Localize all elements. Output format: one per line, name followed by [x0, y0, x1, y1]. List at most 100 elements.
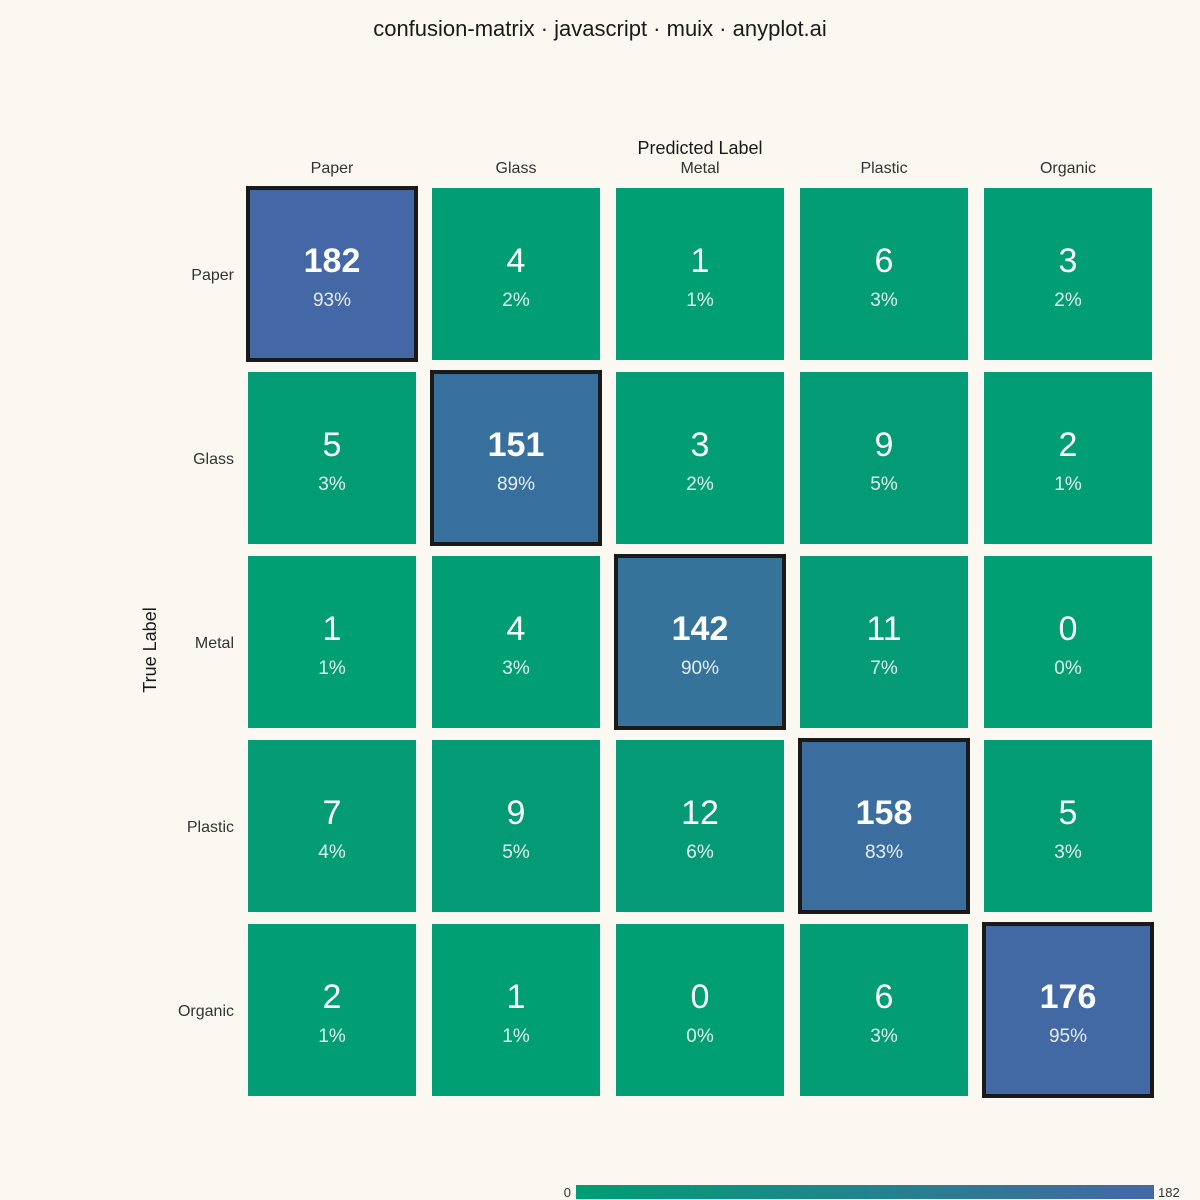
cell-percent-label: 3% [1054, 842, 1082, 863]
cell-count-label: 3 [1059, 242, 1078, 280]
cell-count-label: 158 [856, 794, 913, 832]
cell-rect [432, 740, 600, 912]
heatmap-cell: 126% [616, 740, 784, 912]
cell-count-label: 9 [507, 794, 526, 832]
cell-rect-diagonal [614, 554, 786, 730]
cell-percent-label: 3% [502, 658, 530, 679]
cell-percent-label: 0% [1054, 658, 1082, 679]
cell-percent-label: 3% [870, 290, 898, 311]
heatmap-cell: 63% [800, 924, 968, 1096]
cell-rect [432, 924, 600, 1096]
cell-rect [984, 740, 1152, 912]
heatmap-cell: 32% [616, 372, 784, 544]
cell-percent-label: 3% [318, 474, 346, 495]
cell-percent-label: 1% [686, 290, 714, 311]
cell-count-label: 6 [875, 978, 894, 1016]
cell-rect [248, 740, 416, 912]
heatmap-cells: 18293%42%11%63%32%53%15189%32%95%21%11%4… [246, 186, 1154, 1098]
cell-count-label: 2 [1059, 426, 1078, 464]
cell-rect-diagonal [798, 738, 970, 914]
cell-rect [432, 188, 600, 360]
cell-rect [616, 188, 784, 360]
heatmap-cell: 74% [248, 740, 416, 912]
cell-percent-label: 93% [313, 290, 351, 311]
cell-count-label: 11 [866, 610, 901, 648]
cell-percent-label: 1% [1054, 474, 1082, 495]
cell-percent-label: 95% [1049, 1026, 1087, 1047]
y-tick-label: Paper [191, 267, 234, 284]
cell-percent-label: 1% [318, 1026, 346, 1047]
x-tick-label: Organic [1040, 160, 1096, 177]
cell-rect-diagonal [982, 922, 1154, 1098]
cell-count-label: 7 [323, 794, 342, 832]
heatmap-cell: 63% [800, 188, 968, 360]
cell-rect [800, 372, 968, 544]
cell-percent-label: 1% [318, 658, 346, 679]
x-tick-label: Metal [680, 160, 719, 177]
heatmap-cell: 117% [800, 556, 968, 728]
cell-count-label: 182 [304, 242, 361, 280]
cell-rect [984, 188, 1152, 360]
cell-percent-label: 2% [1054, 290, 1082, 311]
cell-rect [248, 924, 416, 1096]
heatmap-cell: 11% [432, 924, 600, 1096]
heatmap-cell: 95% [800, 372, 968, 544]
cell-rect [984, 556, 1152, 728]
cell-rect [984, 372, 1152, 544]
cell-count-label: 12 [681, 794, 719, 832]
cell-percent-label: 4% [318, 842, 346, 863]
colorbar-gradient [576, 1185, 1154, 1199]
heatmap-cell: 21% [248, 924, 416, 1096]
cell-count-label: 1 [323, 610, 342, 648]
cell-count-label: 5 [323, 426, 342, 464]
cell-percent-label: 90% [681, 658, 719, 679]
heatmap-cell: 11% [616, 188, 784, 360]
heatmap-cell: 53% [248, 372, 416, 544]
x-tick-label: Glass [496, 160, 537, 177]
cell-percent-label: 83% [865, 842, 903, 863]
cell-percent-label: 1% [502, 1026, 530, 1047]
y-tick-label: Metal [195, 635, 234, 652]
cell-percent-label: 0% [686, 1026, 714, 1047]
y-tick-labels: Paper Glass Metal Plastic Organic [178, 267, 235, 1020]
cell-rect [616, 372, 784, 544]
x-axis-label: Predicted Label [637, 138, 762, 158]
cell-count-label: 1 [507, 978, 526, 1016]
cell-count-label: 3 [691, 426, 710, 464]
cell-rect [432, 556, 600, 728]
cell-percent-label: 3% [870, 1026, 898, 1047]
heatmap-cell: 42% [432, 188, 600, 360]
heatmap-cell: 32% [984, 188, 1152, 360]
cell-count-label: 6 [875, 242, 894, 280]
cell-count-label: 142 [672, 610, 729, 648]
y-tick-label: Plastic [187, 819, 234, 836]
heatmap-cell: 95% [432, 740, 600, 912]
y-axis-label: True Label [140, 607, 160, 692]
y-tick-label: Organic [178, 1003, 234, 1020]
heatmap-cell: 11% [248, 556, 416, 728]
cell-percent-label: 5% [502, 842, 530, 863]
cell-rect-diagonal [430, 370, 602, 546]
cell-rect [248, 372, 416, 544]
heatmap-cell: 21% [984, 372, 1152, 544]
heatmap-cell: 00% [984, 556, 1152, 728]
cell-count-label: 4 [507, 610, 526, 648]
cell-percent-label: 5% [870, 474, 898, 495]
cell-rect [800, 556, 968, 728]
cell-rect [800, 924, 968, 1096]
cell-rect [248, 556, 416, 728]
cell-count-label: 151 [488, 426, 545, 464]
cell-count-label: 9 [875, 426, 894, 464]
colorbar-min-label: 0 [564, 1185, 571, 1200]
y-tick-label: Glass [193, 451, 234, 468]
cell-count-label: 4 [507, 242, 526, 280]
cell-count-label: 176 [1040, 978, 1097, 1016]
cell-rect-diagonal [246, 186, 418, 362]
heatmap-cell: 43% [432, 556, 600, 728]
cell-count-label: 0 [691, 978, 710, 1016]
cell-percent-label: 89% [497, 474, 535, 495]
cell-percent-label: 2% [686, 474, 714, 495]
cell-rect [616, 740, 784, 912]
